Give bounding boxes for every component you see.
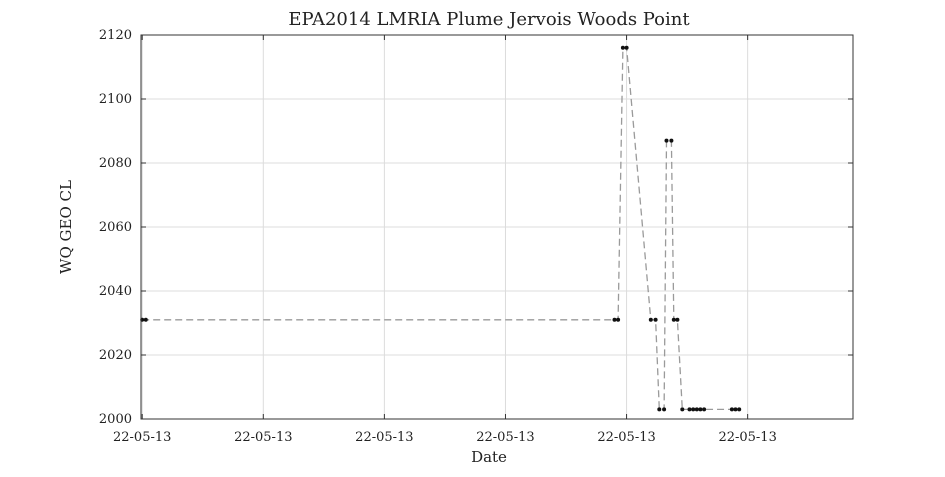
data-point [616,317,621,322]
data-point [675,317,680,322]
data-points [140,45,742,412]
data-point [664,138,669,143]
x-tick-label: 22-05-13 [113,430,171,445]
data-point [687,407,692,412]
data-point [620,45,625,50]
data-point [698,407,703,412]
y-tick-label: 2060 [99,220,132,235]
data-point [612,317,617,322]
x-tick-label: 22-05-13 [355,430,413,445]
data-point [680,407,685,412]
data-point [702,407,707,412]
y-tick-label: 2000 [99,412,132,427]
data-point [733,407,738,412]
y-tick-label: 2020 [99,348,132,363]
chart-title: EPA2014 LMRIA Plume Jervois Woods Point [288,9,690,30]
y-tick-label: 2100 [99,92,132,107]
x-tick-label: 22-05-13 [597,430,655,445]
y-tick-label: 2080 [99,156,132,171]
data-point [691,407,696,412]
x-tick-label: 22-05-13 [476,430,534,445]
data-point [648,317,653,322]
data-point [143,317,148,322]
x-tick-label: 22-05-13 [718,430,776,445]
data-point [737,407,742,412]
y-tick-label: 2120 [99,28,132,43]
data-point [669,138,674,143]
data-point [694,407,699,412]
y-axis-label: WQ GEO CL [57,180,75,274]
x-tick-label: 22-05-13 [234,430,292,445]
ticks: 2000 2020 2040 2060 2080 2100 2120 22-05-13 22-0… [99,28,853,445]
data-point [653,317,658,322]
data-point [624,45,629,50]
data-point [671,317,676,322]
x-axis-label: Date [471,448,507,466]
y-tick-label: 2040 [99,284,132,299]
data-point [657,407,662,412]
data-point [662,407,667,412]
data-point [729,407,734,412]
